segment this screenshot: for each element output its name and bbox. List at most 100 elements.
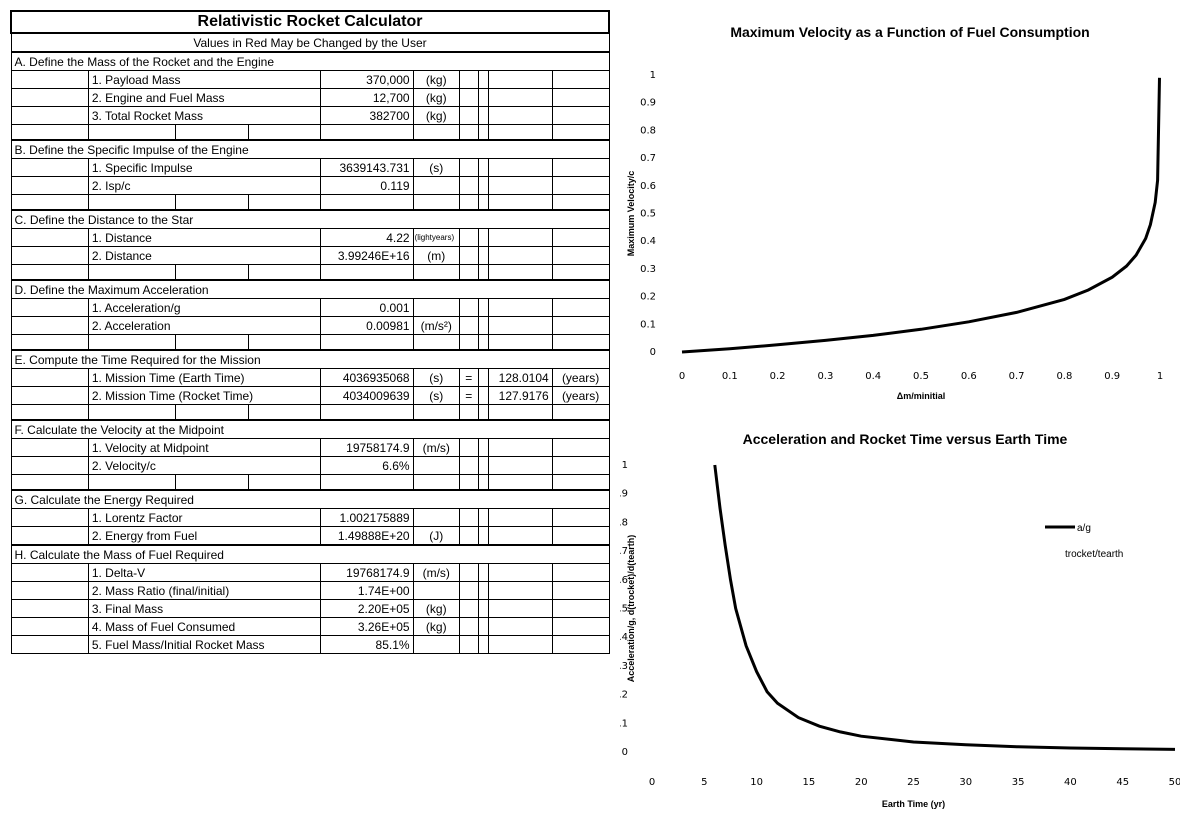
section-header: B. Define the Specific Impulse of the En… xyxy=(10,139,610,159)
item-unit-years xyxy=(551,88,610,107)
item-eq xyxy=(458,88,479,107)
item-unit-years xyxy=(551,508,610,527)
y-tick-label: 1 xyxy=(622,460,628,471)
item-label: 5. Fuel Mass/Initial Rocket Mass xyxy=(87,635,321,654)
item-value: 370,000 xyxy=(319,70,414,89)
empty-cell xyxy=(477,124,489,141)
item-unit-years xyxy=(551,581,610,600)
empty-cell xyxy=(247,404,321,421)
y-tick-label: 0.5 xyxy=(620,604,628,615)
item-label: 1. Specific Impulse xyxy=(87,158,321,177)
item-unit: (kg) xyxy=(412,88,460,107)
item-value: 3.99246E+16 xyxy=(319,246,414,265)
empty-cell xyxy=(487,334,553,351)
chart-title: Acceleration and Rocket Time versus Eart… xyxy=(743,431,1068,447)
empty-cell xyxy=(477,70,489,89)
item-value: 19758174.9 xyxy=(319,438,414,457)
empty-cell xyxy=(319,474,414,491)
y-tick-label: 0.6 xyxy=(640,181,656,192)
item-value: 6.6% xyxy=(319,456,414,475)
x-tick-label: 0.3 xyxy=(817,371,833,382)
empty-cell xyxy=(10,386,89,405)
item-value-years: 127.9176 xyxy=(487,386,553,405)
item-unit: (J) xyxy=(412,526,460,546)
empty-cell xyxy=(10,635,89,654)
item-value-years: 128.0104 xyxy=(487,368,553,387)
item-unit xyxy=(412,176,460,195)
item-eq xyxy=(458,617,479,636)
y-tick-label: 0.2 xyxy=(640,292,656,303)
empty-cell xyxy=(10,438,89,457)
y-tick-label: 0.5 xyxy=(640,209,656,220)
y-axis-label: Maximum Velocity/c xyxy=(626,171,636,257)
empty-cell xyxy=(319,124,414,141)
item-label: 4. Mass of Fuel Consumed xyxy=(87,617,321,636)
empty-cell xyxy=(10,368,89,387)
item-label: 1. Distance xyxy=(87,228,321,247)
empty-cell xyxy=(175,404,249,421)
empty-cell xyxy=(477,526,489,546)
empty-cell xyxy=(477,456,489,475)
item-label: 2. Isp/c xyxy=(87,176,321,195)
item-unit-years xyxy=(551,158,610,177)
y-tick-label: 0.1 xyxy=(640,319,656,330)
x-tick-label: 5 xyxy=(701,777,707,788)
item-value-years xyxy=(487,246,553,265)
y-tick-label: 0.9 xyxy=(640,98,656,109)
empty-cell xyxy=(477,334,489,351)
empty-cell xyxy=(175,474,249,491)
empty-cell xyxy=(477,228,489,247)
empty-cell xyxy=(477,158,489,177)
item-label: 3. Final Mass xyxy=(87,599,321,618)
empty-cell xyxy=(458,474,479,491)
item-value-years xyxy=(487,617,553,636)
empty-cell xyxy=(175,334,249,351)
x-tick-label: 0.7 xyxy=(1009,371,1025,382)
empty-cell xyxy=(477,474,489,491)
empty-cell xyxy=(10,316,89,335)
item-unit: (m/s²) xyxy=(412,316,460,335)
empty-cell xyxy=(10,264,89,281)
y-tick-label: 0.6 xyxy=(620,575,628,586)
item-unit xyxy=(412,635,460,654)
item-value-years xyxy=(487,581,553,600)
item-unit-years xyxy=(551,563,610,582)
series-line xyxy=(681,77,1161,354)
empty-cell xyxy=(247,124,321,141)
item-value: 4034009639 xyxy=(319,386,414,405)
empty-cell xyxy=(10,124,89,141)
y-tick-label: 0.9 xyxy=(620,489,628,500)
item-value-years xyxy=(487,508,553,527)
empty-cell xyxy=(477,194,489,211)
item-unit: (kg) xyxy=(412,617,460,636)
item-eq xyxy=(458,526,479,546)
empty-cell xyxy=(477,246,489,265)
item-unit-years xyxy=(551,298,610,317)
section-header: C. Define the Distance to the Star xyxy=(10,209,610,229)
empty-cell xyxy=(175,194,249,211)
item-unit-years xyxy=(551,635,610,654)
empty-cell xyxy=(10,404,89,421)
item-value-years xyxy=(487,176,553,195)
item-value-years xyxy=(487,106,553,125)
y-tick-label: 0.3 xyxy=(640,264,656,275)
empty-cell xyxy=(551,474,610,491)
legend-entry: a/g xyxy=(1077,523,1091,534)
empty-cell xyxy=(10,617,89,636)
x-tick-label: 0.6 xyxy=(961,371,977,382)
empty-cell xyxy=(458,194,479,211)
empty-cell xyxy=(10,456,89,475)
item-label: 1. Payload Mass xyxy=(87,70,321,89)
empty-cell xyxy=(247,334,321,351)
empty-cell xyxy=(412,194,460,211)
empty-cell xyxy=(10,334,89,351)
item-value: 1.49888E+20 xyxy=(319,526,414,546)
chart-title: Maximum Velocity as a Function of Fuel C… xyxy=(730,24,1089,40)
item-value-years xyxy=(487,526,553,546)
item-eq xyxy=(458,563,479,582)
item-value: 2.20E+05 xyxy=(319,599,414,618)
empty-cell xyxy=(458,404,479,421)
empty-cell xyxy=(477,438,489,457)
empty-cell xyxy=(412,334,460,351)
item-unit-years xyxy=(551,228,610,247)
